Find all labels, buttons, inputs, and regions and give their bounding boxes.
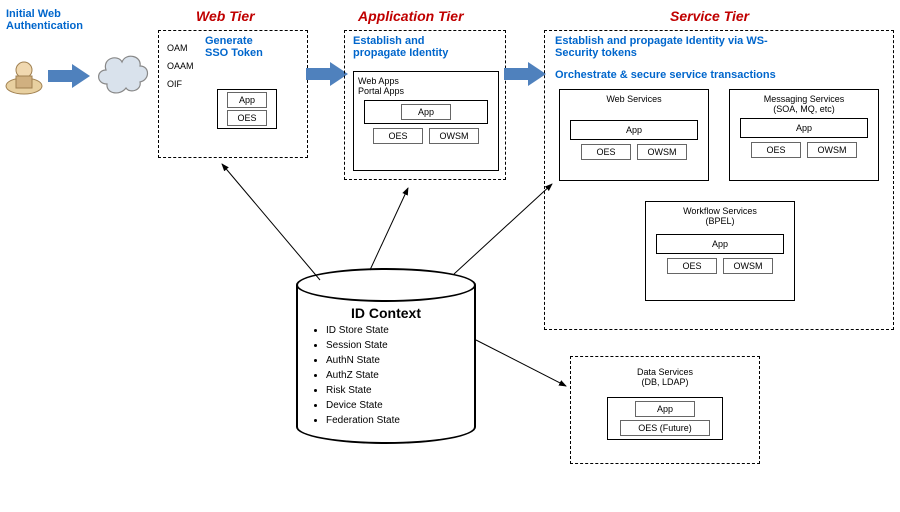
- id-context-cylinder: ID Context ID Store State Session State …: [296, 268, 476, 444]
- ms-owsm: OWSM: [807, 142, 857, 158]
- idc-item-4: Risk State: [326, 385, 474, 396]
- ms-oes: OES: [751, 142, 801, 158]
- web-tier-action: Generate SSO Token: [205, 35, 263, 59]
- ds-name: Data Services: [577, 367, 753, 377]
- ds-app: App: [635, 401, 695, 417]
- web-tier-box: Generate SSO Token OAM OAAM OIF App OES: [158, 30, 308, 158]
- service-tier-action2: Orchestrate & secure service transaction…: [555, 69, 776, 81]
- ms-name: Messaging Services: [734, 94, 874, 104]
- cloud-icon: [92, 44, 150, 100]
- idc-item-1: Session State: [326, 340, 474, 351]
- idc-item-3: AuthZ State: [326, 370, 474, 381]
- app-tier-container-0: Web Apps: [358, 76, 494, 86]
- ms-sub: (SOA, MQ, etc): [734, 104, 874, 114]
- user-icon: [2, 56, 46, 96]
- service-tier-action1: Establish and propagate Identity via WS-…: [555, 35, 768, 59]
- web-services-name: Web Services: [564, 94, 704, 104]
- web-tier-app-box: App: [227, 92, 267, 108]
- app-tier-app: App: [401, 104, 451, 120]
- app-tier-oes: OES: [373, 128, 423, 144]
- web-services-box: Web Services App OES OWSM: [559, 89, 709, 181]
- web-tier-item-2: OIF: [167, 79, 182, 89]
- workflow-services-box: Workflow Services (BPEL) App OES OWSM: [645, 201, 795, 301]
- arrow-app-to-service: [504, 60, 546, 88]
- id-context-title: ID Context: [298, 305, 474, 321]
- ws-app: App: [609, 123, 659, 137]
- app-tier-container-1: Portal Apps: [358, 86, 494, 96]
- ds-oes-future: OES (Future): [620, 420, 710, 436]
- web-tier-oes-box: OES: [227, 110, 267, 126]
- arrow-user-to-cloud: [48, 62, 90, 90]
- arrow-web-to-app: [306, 60, 348, 88]
- initial-auth-label: Initial Web Authentication: [6, 8, 83, 32]
- ws-oes: OES: [581, 144, 631, 160]
- app-tier-action: Establish and propagate Identity: [353, 35, 448, 59]
- web-tier-item-1: OAAM: [167, 61, 194, 71]
- app-tier-box: Establish and propagate Identity Web App…: [344, 30, 506, 180]
- wf-app: App: [695, 237, 745, 251]
- service-tier-box: Establish and propagate Identity via WS-…: [544, 30, 894, 330]
- idc-item-5: Device State: [326, 400, 474, 411]
- wf-name: Workflow Services: [650, 206, 790, 216]
- ms-app: App: [779, 121, 829, 135]
- app-tier-owsm: OWSM: [429, 128, 479, 144]
- data-services-box: Data Services (DB, LDAP) App OES (Future…: [570, 356, 760, 464]
- idc-item-6: Federation State: [326, 415, 474, 426]
- web-tier-item-0: OAM: [167, 43, 188, 53]
- wf-sub: (BPEL): [650, 216, 790, 226]
- ds-sub: (DB, LDAP): [577, 377, 753, 387]
- wf-oes: OES: [667, 258, 717, 274]
- wf-owsm: OWSM: [723, 258, 773, 274]
- app-tier-title: Application Tier: [358, 8, 464, 24]
- web-tier-title: Web Tier: [196, 8, 255, 24]
- ws-owsm: OWSM: [637, 144, 687, 160]
- idc-item-0: ID Store State: [326, 325, 474, 336]
- service-tier-title: Service Tier: [670, 8, 749, 24]
- idc-item-2: AuthN State: [326, 355, 474, 366]
- messaging-services-box: Messaging Services (SOA, MQ, etc) App OE…: [729, 89, 879, 181]
